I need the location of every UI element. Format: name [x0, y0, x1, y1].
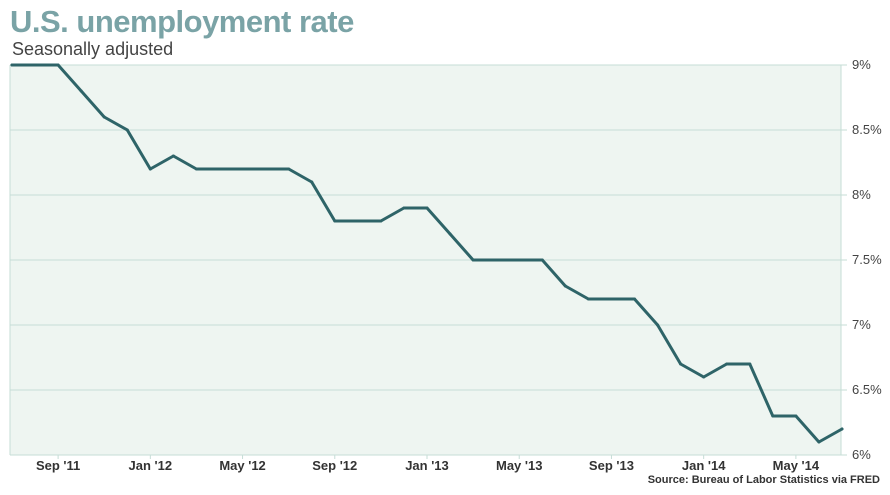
data-point	[102, 115, 106, 119]
data-point	[79, 89, 83, 93]
data-point	[771, 414, 775, 418]
data-point	[748, 362, 752, 366]
data-point	[702, 375, 706, 379]
x-tick-label: Jan '14	[682, 458, 726, 473]
data-point	[817, 440, 821, 444]
data-point	[609, 297, 613, 301]
data-point	[356, 219, 360, 223]
x-tick-label: Sep '13	[589, 458, 634, 473]
y-tick-label: 6.5%	[852, 382, 882, 397]
data-point	[56, 63, 60, 67]
chart-subtitle: Seasonally adjusted	[12, 39, 174, 59]
data-point	[540, 258, 544, 262]
y-tick-label: 6%	[852, 447, 871, 462]
data-point	[333, 219, 337, 223]
data-point	[218, 167, 221, 171]
data-point	[448, 232, 452, 236]
y-axis: 6% 6.5% 7% 7.5% 8% 8.5% 9%	[852, 57, 882, 462]
data-point	[264, 167, 268, 171]
data-point	[656, 323, 660, 327]
source-note: Source: Bureau of Labor Statistics via F…	[647, 474, 880, 486]
gridlines	[9, 64, 847, 456]
x-tick-label: May '12	[219, 458, 265, 473]
data-point	[310, 180, 314, 184]
data-point	[425, 206, 429, 210]
x-tick-label: Sep '12	[312, 458, 357, 473]
data-point	[402, 206, 406, 210]
data-point	[494, 258, 498, 262]
data-point	[586, 297, 590, 301]
x-tick-label: Sep '11	[36, 458, 80, 473]
data-point	[633, 297, 636, 301]
data-point	[563, 284, 567, 288]
data-point	[794, 414, 798, 418]
data-point	[517, 258, 521, 262]
x-tick-label: May '13	[496, 458, 542, 473]
data-point	[171, 154, 175, 158]
data-point	[471, 258, 475, 262]
y-tick-label: 7%	[852, 317, 871, 332]
chart-title: U.S. unemployment rate	[10, 4, 354, 39]
x-tick-label: Jan '12	[129, 458, 173, 473]
data-point	[287, 167, 291, 171]
data-point	[379, 219, 383, 223]
data-point	[10, 63, 14, 67]
y-tick-label: 8%	[852, 187, 871, 202]
data-point	[33, 63, 37, 67]
x-tick-label: May '14	[773, 458, 820, 473]
data-point	[679, 362, 683, 366]
y-tick-label: 8.5%	[852, 122, 882, 137]
y-tick-label: 9%	[852, 57, 871, 72]
data-point	[148, 167, 152, 171]
data-point	[840, 427, 844, 431]
data-point	[125, 128, 129, 132]
x-axis: Sep '11 Jan '12 May '12 Sep '12 Jan '13 May '…	[36, 455, 820, 473]
data-point	[194, 167, 198, 171]
series-layer	[10, 63, 844, 444]
y-tick-label: 7.5%	[852, 252, 882, 267]
data-point	[241, 167, 245, 171]
data-point	[725, 362, 729, 366]
x-tick-label: Jan '13	[405, 458, 449, 473]
